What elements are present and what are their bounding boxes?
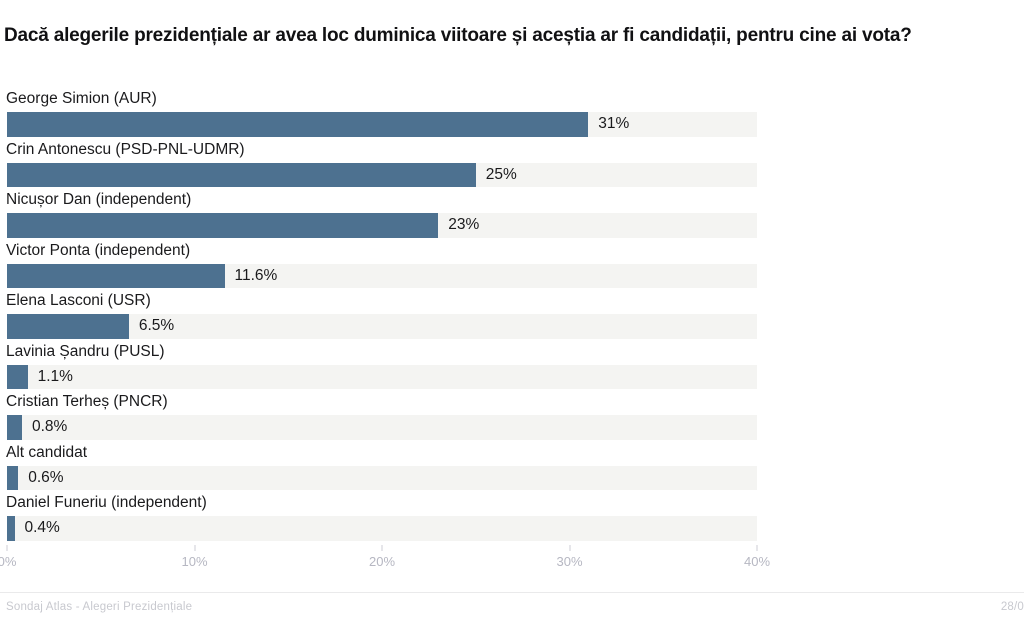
candidate-label: Daniel Funeriu (independent) (6, 494, 207, 511)
chart-row: Elena Lasconi (USR) 6.5% (6, 290, 757, 339)
bar-track: 23% (7, 213, 757, 238)
poll-bar-chart: George Simion (AUR) 31% Crin Antonescu (PS… (0, 88, 770, 575)
bar (7, 465, 19, 490)
chart-row: George Simion (AUR) 31% (6, 88, 757, 137)
bar (7, 314, 129, 339)
axis-tick (756, 544, 758, 551)
value-label: 23% (448, 216, 480, 234)
axis-tick (194, 544, 195, 551)
candidate-label: Alt candidat (6, 443, 87, 461)
bar (7, 162, 476, 187)
bar-track: 11.6% (7, 263, 757, 288)
value-label: 0.8% (32, 418, 68, 436)
candidate-label: Elena Lasconi (USR) (6, 292, 151, 309)
chart-row: Crin Antonescu (PSD-PNL-UDMR) 25% (6, 139, 757, 187)
value-label: 11.6% (234, 266, 278, 284)
value-label: 0.6% (28, 468, 64, 486)
bar-rows: George Simion (AUR) 31% Crin Antonescu (PS… (6, 88, 757, 541)
x-axis: 0% 10% 20% 30% 40% (0, 544, 770, 575)
axis-tick (381, 544, 383, 551)
bar (7, 213, 439, 238)
bar-track: 31% (7, 112, 757, 137)
axis-tick-label: 20% (368, 553, 396, 569)
bar (7, 263, 225, 288)
bar (7, 415, 22, 440)
bar (7, 516, 15, 541)
value-label: 1.1% (37, 367, 73, 385)
chart-row: Lavinia Șandru (PUSL) 1.1% (6, 341, 757, 389)
chart-row: Cristian Terheș (PNCR) 0.8% (6, 391, 757, 440)
candidate-label: Lavinia Șandru (PUSL) (6, 342, 165, 360)
candidate-label: Nicușor Dan (independent) (6, 191, 192, 208)
value-label: 31% (598, 115, 630, 133)
axis-tick-label: 10% (181, 553, 208, 569)
axis-tick (569, 544, 570, 551)
bar-track: 6.5% (7, 314, 757, 339)
bar (7, 112, 589, 137)
bar-track: 0.4% (7, 516, 757, 541)
chart-row: Daniel Funeriu (independent) 0.4% (6, 492, 757, 541)
footer-date: 28/0 (1000, 601, 1024, 613)
footer: Sondaj Atlas - Alegeri Prezidențiale 28/… (0, 592, 1024, 613)
candidate-label: Crin Antonescu (PSD-PNL-UDMR) (6, 140, 245, 158)
value-label: 0.4% (24, 519, 60, 537)
bar-track: 25% (7, 162, 757, 187)
candidate-label: George Simion (AUR) (6, 90, 157, 107)
axis-tick-label: 0% (0, 553, 17, 569)
axis-tick (6, 544, 8, 551)
footer-source: Sondaj Atlas - Alegeri Prezidențiale (6, 601, 193, 613)
chart-row: Victor Ponta (independent) 11.6% (6, 240, 757, 288)
chart-row: Nicușor Dan (independent) 23% (6, 189, 757, 238)
bar-track: 0.8% (7, 415, 757, 440)
value-label: 6.5% (138, 317, 175, 335)
candidate-label: Victor Ponta (independent) (6, 241, 191, 259)
page-title: Dacă alegerile prezidențiale ar avea loc… (4, 25, 912, 46)
value-label: 25% (485, 165, 517, 183)
chart-row: Alt candidat 0.6% (6, 442, 757, 490)
bar-track: 0.6% (7, 465, 757, 490)
bar (7, 364, 28, 389)
candidate-label: Cristian Terheș (PNCR) (6, 393, 168, 410)
axis-tick-label: 40% (743, 553, 771, 569)
axis-tick-label: 30% (556, 553, 583, 569)
bar-track: 1.1% (7, 364, 757, 389)
